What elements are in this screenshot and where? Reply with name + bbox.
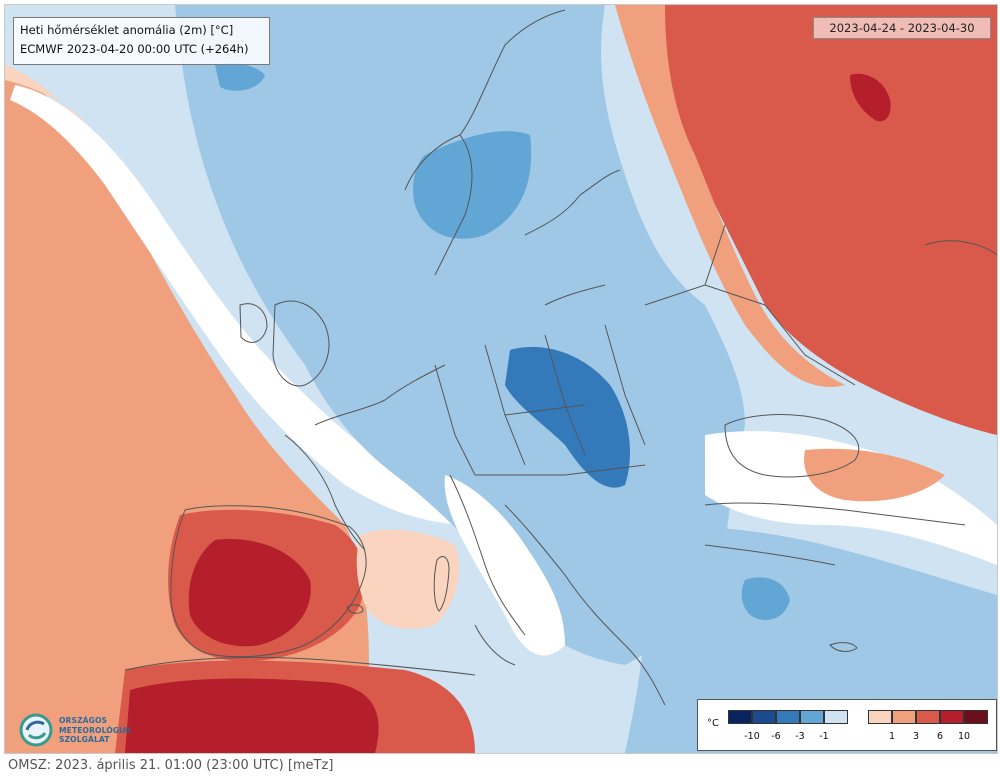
legend-swatch-cold xyxy=(824,710,848,724)
atlantic-white-band xyxy=(10,85,475,525)
north-sea-cold xyxy=(215,63,265,91)
aegean-dark-cold xyxy=(741,577,790,620)
central-europe-dark-cold xyxy=(505,346,630,488)
legend-tick-warm: 6 xyxy=(936,731,944,742)
iberia-hot xyxy=(188,539,311,647)
legend-tick-cold: -1 xyxy=(819,731,829,742)
color-legend: °C -10 -6 -3 -1 1 3 6 10 xyxy=(697,699,997,751)
run-info: ECMWF 2023-04-20 00:00 UTC (+264h) xyxy=(20,42,249,56)
baltic-coast xyxy=(524,169,621,306)
legend-tick-warm: 3 xyxy=(912,731,920,742)
omsz-logo-icon xyxy=(19,713,53,747)
date-range-box: 2023-04-24 - 2023-04-30 xyxy=(813,17,991,39)
sardinia-corsica xyxy=(433,556,450,612)
western-europe-coast xyxy=(284,364,446,551)
british-isles xyxy=(239,300,330,387)
legend-swatch-warm xyxy=(892,710,916,724)
omsz-logo-text: ORSZÁGOS METEOROLÓGIAI SZOLGÁLAT xyxy=(59,716,131,745)
iberia-coast xyxy=(170,505,367,658)
scandinavia-coast xyxy=(404,9,566,276)
legend-swatch-cold xyxy=(752,710,776,724)
mediterranean-light-warm xyxy=(356,529,459,629)
north-africa-coast xyxy=(124,656,476,676)
anomaly-map: Heti hőmérséklet anomália (2m) [°C] ECMW… xyxy=(4,4,998,754)
country-borders xyxy=(124,9,997,706)
legend-tick-warm: 1 xyxy=(888,731,896,742)
turkey-warm-band xyxy=(804,448,945,502)
legend-swatch-warm xyxy=(964,710,988,724)
legend-swatch-warm xyxy=(916,710,940,724)
adriatic-white xyxy=(444,475,565,656)
cyprus xyxy=(829,642,858,652)
black-sea-coast xyxy=(724,414,860,478)
east-light-warm-edge xyxy=(615,5,845,387)
logo-line1: ORSZÁGOS xyxy=(59,716,108,725)
legend-tick-warm: 10 xyxy=(957,731,971,742)
legend-tick-cold: -10 xyxy=(744,731,760,742)
north-africa-hot xyxy=(125,678,379,753)
legend-swatch-warm xyxy=(868,710,892,724)
east-warm-field xyxy=(655,5,997,435)
turkey-coast xyxy=(704,502,966,566)
italy-coast xyxy=(449,474,526,666)
central-europe-borders xyxy=(434,324,646,476)
balearic-islands xyxy=(346,604,364,614)
logo-line2: METEOROLÓGIAI xyxy=(59,725,131,735)
north-cold-field xyxy=(175,5,745,665)
map-title: Heti hőmérséklet anomália (2m) [°C] xyxy=(20,23,234,37)
omsz-logo: ORSZÁGOS METEOROLÓGIAI SZOLGÁLAT xyxy=(19,711,139,751)
legend-tick-cold: -6 xyxy=(771,731,781,742)
atlantic-light-warm-band xyxy=(5,65,105,155)
legend-swatch-cold xyxy=(728,710,752,724)
scandinavia-darker-cold xyxy=(413,131,532,239)
date-range: 2023-04-24 - 2023-04-30 xyxy=(829,21,975,35)
logo-line3: SZOLGÁLAT xyxy=(59,735,110,744)
east-dark-warm-spot xyxy=(850,73,891,122)
legend-swatch-cold xyxy=(776,710,800,724)
legend-swatch-warm xyxy=(940,710,964,724)
legend-swatch-cold xyxy=(800,710,824,724)
map-title-box: Heti hőmérséklet anomália (2m) [°C] ECMW… xyxy=(13,17,270,65)
balkan-coast xyxy=(504,504,666,706)
legend-unit: °C xyxy=(707,718,719,729)
footer-info: OMSZ: 2023. április 21. 01:00 (23:00 UTC… xyxy=(8,758,334,773)
legend-tick-cold: -3 xyxy=(795,731,805,742)
east-mediterranean-cold xyxy=(625,525,997,753)
map-canvas xyxy=(5,5,997,753)
eastern-borders xyxy=(644,224,997,386)
